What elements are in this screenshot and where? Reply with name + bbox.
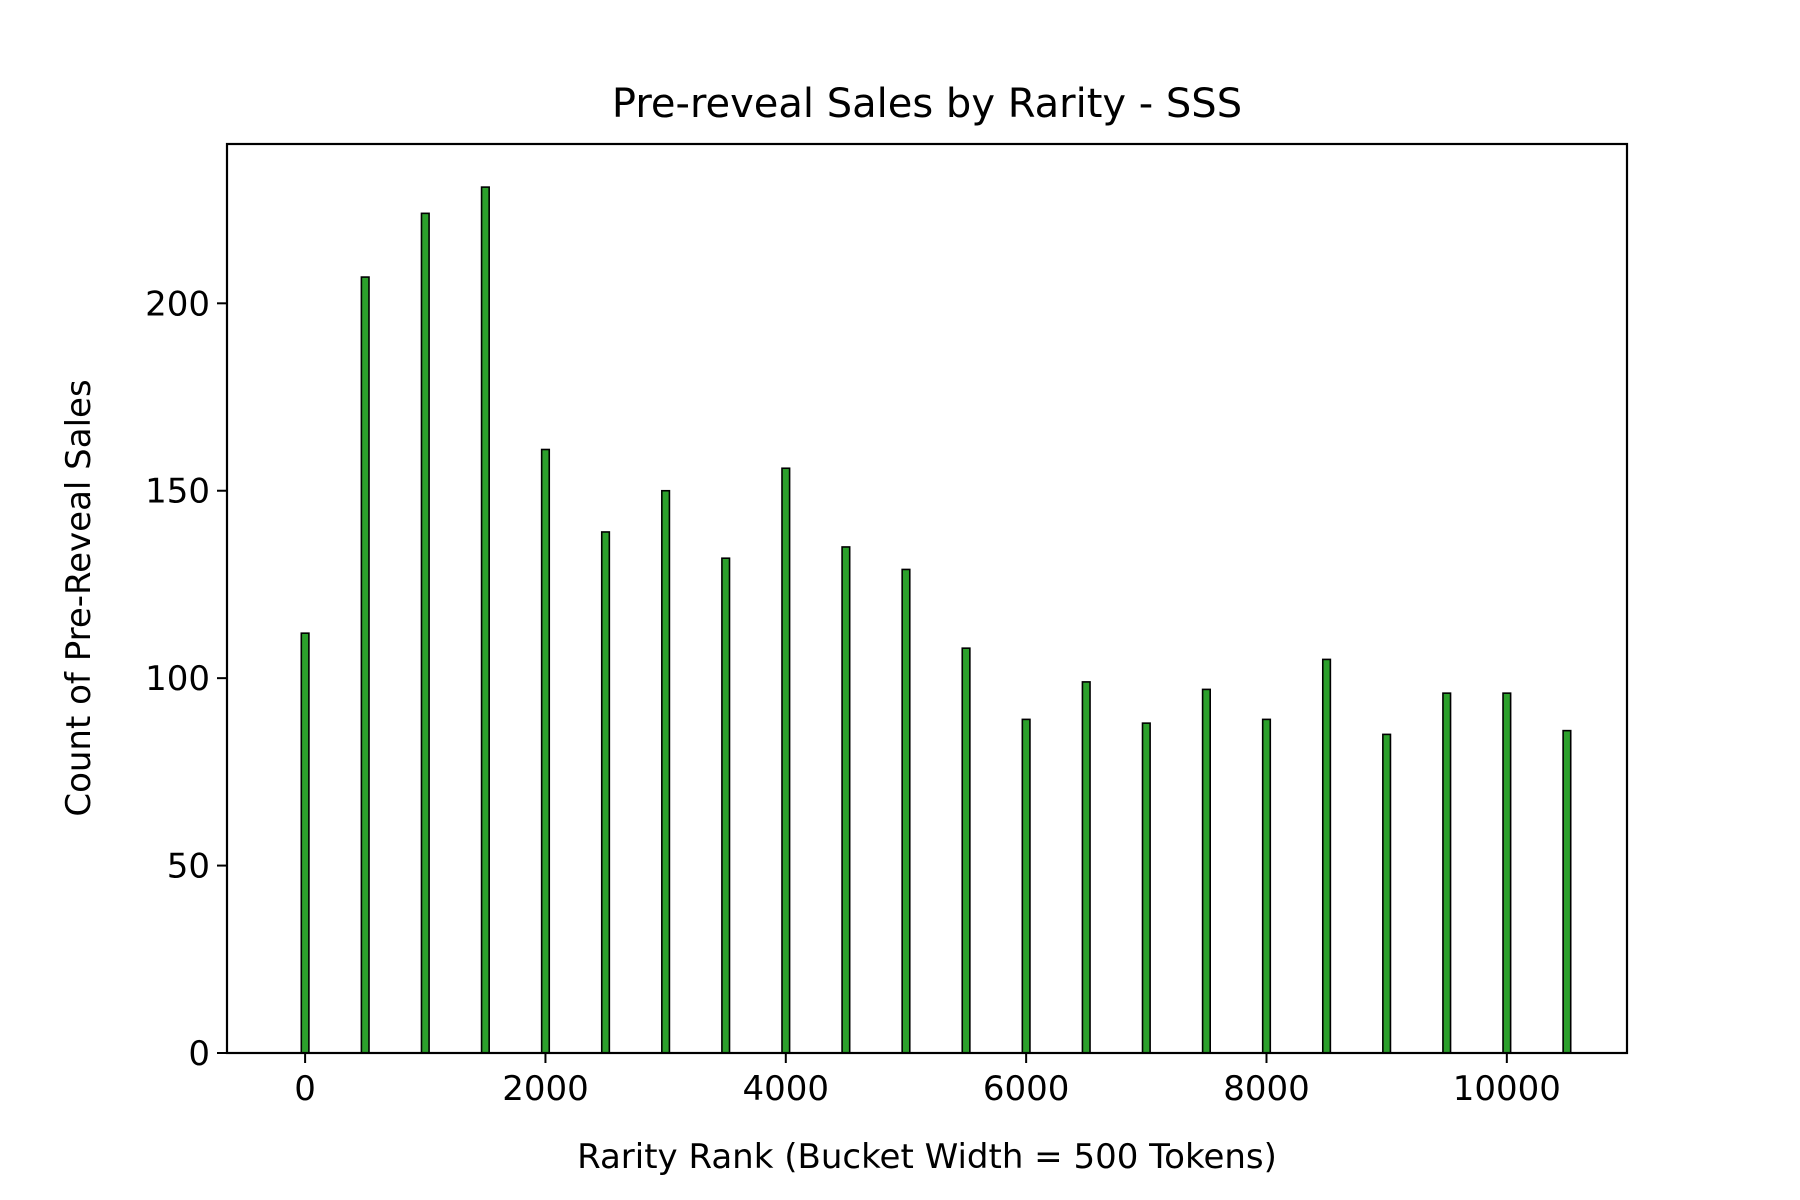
bar-3000 [661, 489, 671, 1054]
x-tick-label: 6000 [983, 1069, 1070, 1109]
bar-7500 [1201, 688, 1211, 1054]
bar-6000 [1021, 718, 1031, 1054]
bar-5000 [901, 568, 911, 1054]
bar-1000 [420, 212, 430, 1054]
x-ticks: 0 2000 4000 6000 8000 10000 [294, 1053, 1561, 1109]
bar-7000 [1141, 722, 1151, 1054]
y-tick-label: 100 [145, 659, 210, 699]
bar-4500 [841, 546, 851, 1054]
y-tick-label: 200 [145, 284, 210, 324]
plot-frame [225, 142, 1629, 1055]
x-tick-label: 4000 [743, 1069, 830, 1109]
bar-2000 [540, 448, 551, 1054]
bar-10500 [1562, 729, 1572, 1054]
y-tick-label: 0 [188, 1034, 210, 1074]
x-tick-label: 8000 [1223, 1069, 1310, 1109]
bar-5500 [961, 647, 971, 1054]
y-ticks: 0 50 100 150 200 [145, 284, 227, 1074]
bars-group [300, 186, 1572, 1054]
bar-9500 [1442, 692, 1452, 1054]
bar-4000 [781, 467, 791, 1054]
bar-8500 [1321, 658, 1332, 1054]
bar-9000 [1382, 733, 1392, 1054]
y-tick-label: 50 [167, 847, 210, 887]
bar-8000 [1261, 718, 1272, 1054]
bar-2500 [600, 531, 611, 1054]
x-tick-label: 2000 [502, 1069, 589, 1109]
bar-3500 [721, 557, 731, 1054]
y-tick-label: 150 [145, 472, 210, 512]
bar-1500 [480, 186, 490, 1054]
x-axis-label: Rarity Rank (Bucket Width = 500 Tokens) [577, 1137, 1277, 1177]
x-tick-label: 10000 [1453, 1069, 1561, 1109]
x-tick-label: 0 [294, 1069, 316, 1109]
bar-500 [360, 276, 370, 1054]
y-axis-label: Count of Pre-Reveal Sales [59, 379, 99, 816]
bar-6500 [1081, 681, 1091, 1054]
bar-10000 [1502, 692, 1512, 1054]
bar-0 [300, 632, 310, 1054]
chart-title: Pre-reveal Sales by Rarity - SSS [612, 81, 1242, 127]
